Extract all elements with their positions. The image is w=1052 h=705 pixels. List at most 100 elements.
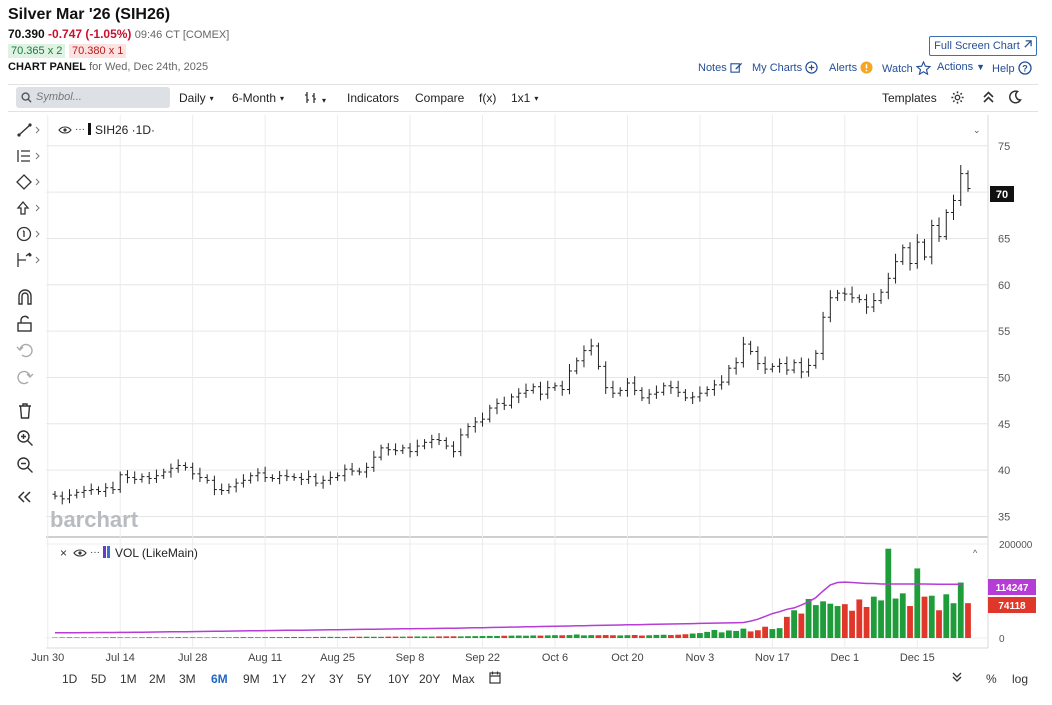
my-charts-link[interactable]: My Charts — [752, 61, 818, 74]
timeframe-2m[interactable]: 2M — [149, 672, 166, 686]
timeframe-10y[interactable]: 10Y — [388, 672, 410, 686]
timeframe-1m[interactable]: 1M — [120, 672, 137, 686]
ohlc-bar — [219, 483, 225, 495]
chevron-down-double-icon[interactable] — [952, 671, 962, 686]
range-dropdown[interactable]: 6-Month ▾ — [232, 91, 284, 105]
annotation-tool[interactable] — [16, 226, 42, 248]
timeframe-1y[interactable]: 1Y — [272, 672, 287, 686]
ohlc-bar — [581, 345, 587, 368]
timeframe-2y[interactable]: 2Y — [301, 672, 316, 686]
ohlc-bar — [66, 489, 72, 504]
timeframe-20y[interactable]: 20Y — [419, 672, 441, 686]
ohlc-bar — [806, 358, 812, 377]
zoom-in-button[interactable] — [16, 429, 42, 451]
series-swatch — [103, 546, 106, 558]
templates-button[interactable]: Templates — [882, 91, 937, 105]
timeframe-max[interactable]: Max — [452, 672, 475, 686]
magnet-tool[interactable] — [16, 288, 42, 310]
price-change: -0.747 (-1.05%) — [48, 27, 132, 41]
zoom-out-button[interactable] — [16, 456, 42, 478]
fx-button[interactable]: f(x) — [479, 91, 497, 105]
ohlc-bar — [943, 209, 949, 240]
volume-bar — [247, 637, 254, 638]
arrow-tool[interactable] — [16, 200, 42, 222]
volume-bar — [356, 636, 363, 638]
price-axis: 75 70 65 60 55 50 45 40 35 — [998, 141, 1010, 524]
watch-link[interactable]: Watch — [882, 60, 932, 76]
ohlc-bar — [161, 468, 167, 479]
measure-tool[interactable] — [16, 252, 42, 274]
volume-bar — [472, 636, 479, 638]
full-screen-chart-button[interactable]: Full Screen Chart — [929, 36, 1037, 56]
ohlc-bar — [306, 470, 312, 484]
interval-label: Daily — [179, 91, 206, 105]
timeframe-5d[interactable]: 5D — [91, 672, 107, 686]
volume-bar — [769, 629, 776, 638]
timeframe-5y[interactable]: 5Y — [357, 672, 372, 686]
redo-button[interactable] — [16, 369, 42, 391]
help-link[interactable]: Help ? — [992, 61, 1032, 75]
volume-bar — [428, 636, 435, 638]
volume-bar — [276, 637, 283, 638]
timeframe-9m[interactable]: 9M — [243, 672, 260, 686]
fibonacci-icon — [17, 150, 40, 162]
volume-bar — [544, 635, 551, 638]
pane-menu-chevron-icon[interactable]: ⌄ — [973, 125, 981, 135]
calendar-icon[interactable] — [489, 671, 501, 687]
ohlc-bar — [327, 471, 333, 485]
ohlc-bar — [117, 471, 123, 493]
range-label: 6-Month — [232, 91, 277, 105]
external-arrow-icon — [1024, 40, 1032, 48]
volume-bar — [414, 636, 421, 638]
timeframe-3m[interactable]: 3M — [179, 672, 196, 686]
timeframe-1d[interactable]: 1D — [62, 672, 78, 686]
dark-mode-toggle[interactable] — [1008, 90, 1022, 107]
ohlc-bar — [798, 357, 804, 379]
ohlc-bar — [646, 389, 652, 405]
ohlc-bar — [610, 380, 616, 398]
ohlc-bar — [885, 272, 891, 300]
ohlc-bar — [139, 473, 145, 483]
settings-button[interactable] — [950, 90, 965, 108]
close-icon[interactable]: × — [60, 546, 67, 560]
chevron-down-icon: ▾ — [322, 96, 327, 105]
eye-icon[interactable] — [58, 126, 72, 134]
volume-bar — [537, 635, 544, 638]
volume-bar — [892, 598, 899, 638]
pane-collapse-icon[interactable]: ^ — [973, 548, 978, 558]
indicators-button[interactable]: Indicators — [347, 91, 400, 105]
actions-menu[interactable]: Actions ▼ — [937, 61, 985, 73]
percent-scale-toggle[interactable]: % — [986, 672, 997, 686]
timeframe-6m[interactable]: 6M — [211, 672, 228, 686]
collapse-toolbar-button[interactable] — [16, 490, 42, 512]
shape-tool[interactable] — [16, 174, 42, 196]
layout-dropdown[interactable]: 1x1 ▾ — [511, 91, 538, 105]
compare-button[interactable]: Compare — [415, 91, 465, 105]
more-icon[interactable]: ··· — [90, 547, 100, 558]
log-scale-toggle[interactable]: log — [1012, 672, 1029, 686]
fib-tool[interactable] — [16, 148, 42, 170]
volume-bar — [363, 636, 370, 638]
chart-type-dropdown[interactable]: ▾ — [304, 91, 326, 107]
volume-bar — [139, 637, 145, 638]
interval-dropdown[interactable]: Daily ▾ — [179, 91, 214, 105]
undo-button[interactable] — [16, 342, 42, 364]
collapse-button[interactable] — [982, 90, 995, 107]
notes-link[interactable]: Notes — [698, 61, 743, 74]
symbol-search-input[interactable]: Symbol... — [16, 87, 170, 108]
volume-bar — [298, 637, 305, 638]
more-icon[interactable]: ··· — [75, 124, 85, 135]
trendline-tool[interactable] — [16, 122, 42, 144]
volume-bar — [914, 568, 921, 638]
ohlc-bar — [103, 483, 109, 498]
alerts-link[interactable]: Alerts — [829, 61, 873, 74]
ohlc-bar — [711, 379, 717, 396]
timeframe-3y[interactable]: 3Y — [329, 672, 344, 686]
eye-icon[interactable] — [73, 549, 87, 557]
lock-tool[interactable] — [16, 315, 42, 337]
ohlc-bar — [958, 165, 964, 206]
delete-drawings-button[interactable] — [16, 402, 42, 424]
help-icon: ? — [1018, 61, 1032, 75]
volume-bar — [240, 637, 247, 638]
